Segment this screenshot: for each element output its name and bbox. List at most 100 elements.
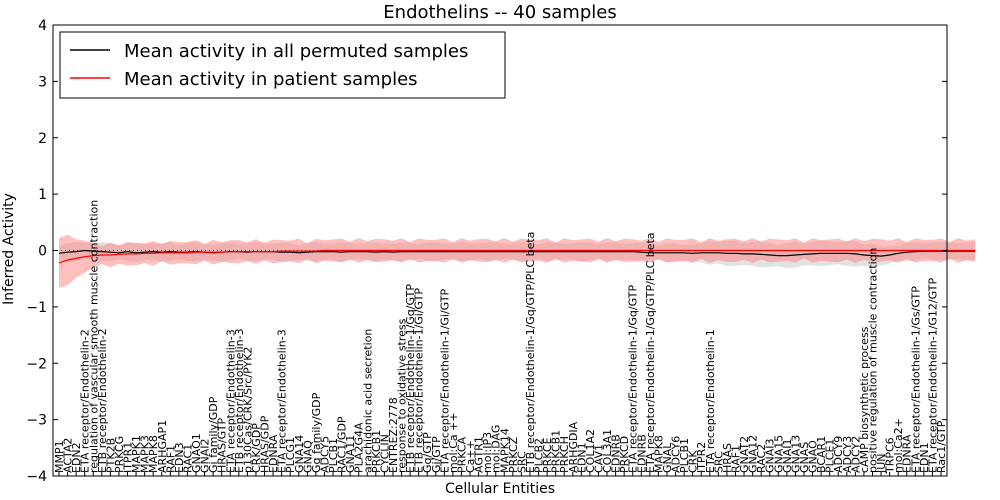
x-category-label: Gq/GTP [421,432,434,473]
x-category-label: ADCY2 [849,436,862,473]
x-category-label: positive regulation of muscle contractio… [867,248,880,473]
x-category-label: p130Cas/CRK/Src/PYK2 [241,347,254,473]
x-category-label: ARHGDIA [567,421,580,473]
x-category-label: RAC2 [755,444,768,473]
x-category-label: PTK2B [104,438,117,473]
x-category-label: ETA receptor/Endothelin-1/Gq/GTP [627,285,640,473]
x-category-label: GNA12 [747,435,760,473]
x-category-label: GNAL [661,442,674,473]
x-category-label: MAPK8 [147,435,160,473]
x-category-label: PLCE1 [824,439,837,473]
x-category-label: ETA receptor/Endothelin-2 [79,329,92,473]
x-category-label: ETB receptor/Endothelin-3 [233,328,246,473]
x-category-label: GNAI1 [781,438,794,473]
x-category-label: HRAS/GDP [259,415,272,473]
x-category-label: PRKCB1 [550,430,563,473]
x-category-label: ETA receptor/Endothelin-1/G12/GTP [926,278,939,473]
x-category-label: Gi family/GDP [207,396,220,473]
x-category-label: response to oxidative stress [396,318,409,473]
y-tick-label: 3 [38,74,47,90]
x-category-label: EDNRB [610,434,623,473]
x-category-label: HRAS/GTP [216,417,229,473]
x-category-label: PRKCZ [507,436,520,473]
x-category-label: ETA receptor/Endothelin-1/Gi/GTP [438,288,451,473]
x-category-label: EDN1 [918,442,931,473]
x-category-label: PLCB1 [678,438,691,473]
y-tick-label: −3 [26,413,47,429]
x-category-label: ACTA2 [62,438,75,473]
x-category-label: ETB receptor/Endothelin-1/Gi/GTP [413,288,426,473]
x-category-label: AGTR1 [473,436,486,473]
x-category-label: COL1A2 [584,429,597,473]
x-category-label: ADCY5 [319,436,332,473]
y-axis-label: Inferred Activity [1,193,17,305]
x-category-label: MAPK14 [498,428,511,473]
x-category-label: CRK/GDP [250,423,263,473]
y-tick-label: −4 [26,469,47,485]
x-category-label: BCAR1 [815,436,828,473]
x-category-label: EDN2 [70,442,83,473]
x-category-label: mol:Ca ++ [447,412,460,473]
x-category-label: MAPK8 [652,435,665,473]
x-category-label: PRKCB1 [370,430,383,473]
x-category-label: GNA13 [789,435,802,473]
x-category-label: GNAQ [301,440,314,473]
x-category-label: EDNRB [635,434,648,473]
x-category-label: ARHGAP1 [156,420,169,473]
x-category-label: ITPR2 [695,442,708,473]
x-category-label: GNAS [798,442,811,473]
x-category-label: ETB receptor/Endothelin-1/Gq/GTP/PLC bet… [524,232,537,473]
x-category-label: EDNRA [901,434,914,473]
x-category-label: PLCB1 [327,438,340,473]
x-category-label: RAF1 [164,445,177,473]
x-category-label: HRAS [721,443,734,473]
x-category-label: PLCG1 [284,437,297,473]
x-category-label: ETA receptor/Endothelin-1/Gq/GTP/PLC bet… [644,232,657,473]
x-category-label: ADCY6 [670,436,683,473]
x-category-label: GNA11 [344,435,357,473]
x-category-label: JUN [875,453,888,474]
y-tick-label: 4 [38,18,47,34]
x-category-label: mol:DAG [490,425,503,473]
x-category-label: ETB receptor/Endothelin-1/Gq/GTP [404,284,417,473]
y-tick-label: −1 [26,300,47,316]
x-category-label: SRC [712,451,725,473]
legend-box [59,31,506,99]
x-category-label: cAMP biosynthetic process [858,326,871,473]
x-category-label: ETA receptor/Endothelin-1/Gs/GTP [909,286,922,473]
x-category-label: MMP1 [53,440,66,473]
x-category-label: mol:IP3 [481,432,494,473]
legend-label-permuted: Mean activity in all permuted samples [124,41,468,62]
x-category-label: CAV1 [593,444,606,473]
x-category-label: ENTREZ:2778 [387,397,400,473]
x-category-label: MAPK1 [130,435,143,473]
x-category-label: PRKCA [456,436,469,473]
x-category-label: PLCB2 [533,438,546,473]
x-category-label: PRKCD [618,436,631,473]
y-tick-label: 0 [38,244,47,260]
confidence-band-patient [59,234,976,288]
x-category-label: GNA14 [293,435,306,473]
x-category-label: PLA2G4A [353,422,366,473]
x-category-label: Gi/GTP [430,436,443,473]
x-category-label: ITPR1 [122,442,135,473]
x-category-label: GNAO1 [190,433,203,473]
x-category-label: GNAI2 [199,438,212,473]
y-tick-label: 2 [38,131,47,147]
x-category-label: arachidonic acid secretion [361,329,374,473]
x-category-label: PRKCE [541,437,554,473]
x-category-label: RAC1 [181,444,194,473]
x-category-label: GNA15 [772,435,785,473]
x-category-label: Gq family/GDP [310,392,323,473]
x-category-label: EDN1 [575,442,588,473]
x-category-label: EDN3 [173,442,186,473]
x-category-label: EDNRA [267,434,280,473]
x-category-label: ADCY3 [841,436,854,473]
x-category-label: ETA receptor/Endothelin-1 [704,329,717,473]
x-category-label: RAC1/GDP [336,416,349,473]
y-tick-label: 1 [38,187,47,203]
x-category-label: GNAI3 [764,438,777,473]
x-category-label: GNAO [807,440,820,473]
x-category-label: ADCY9 [832,436,845,473]
plot-frame [52,24,948,477]
